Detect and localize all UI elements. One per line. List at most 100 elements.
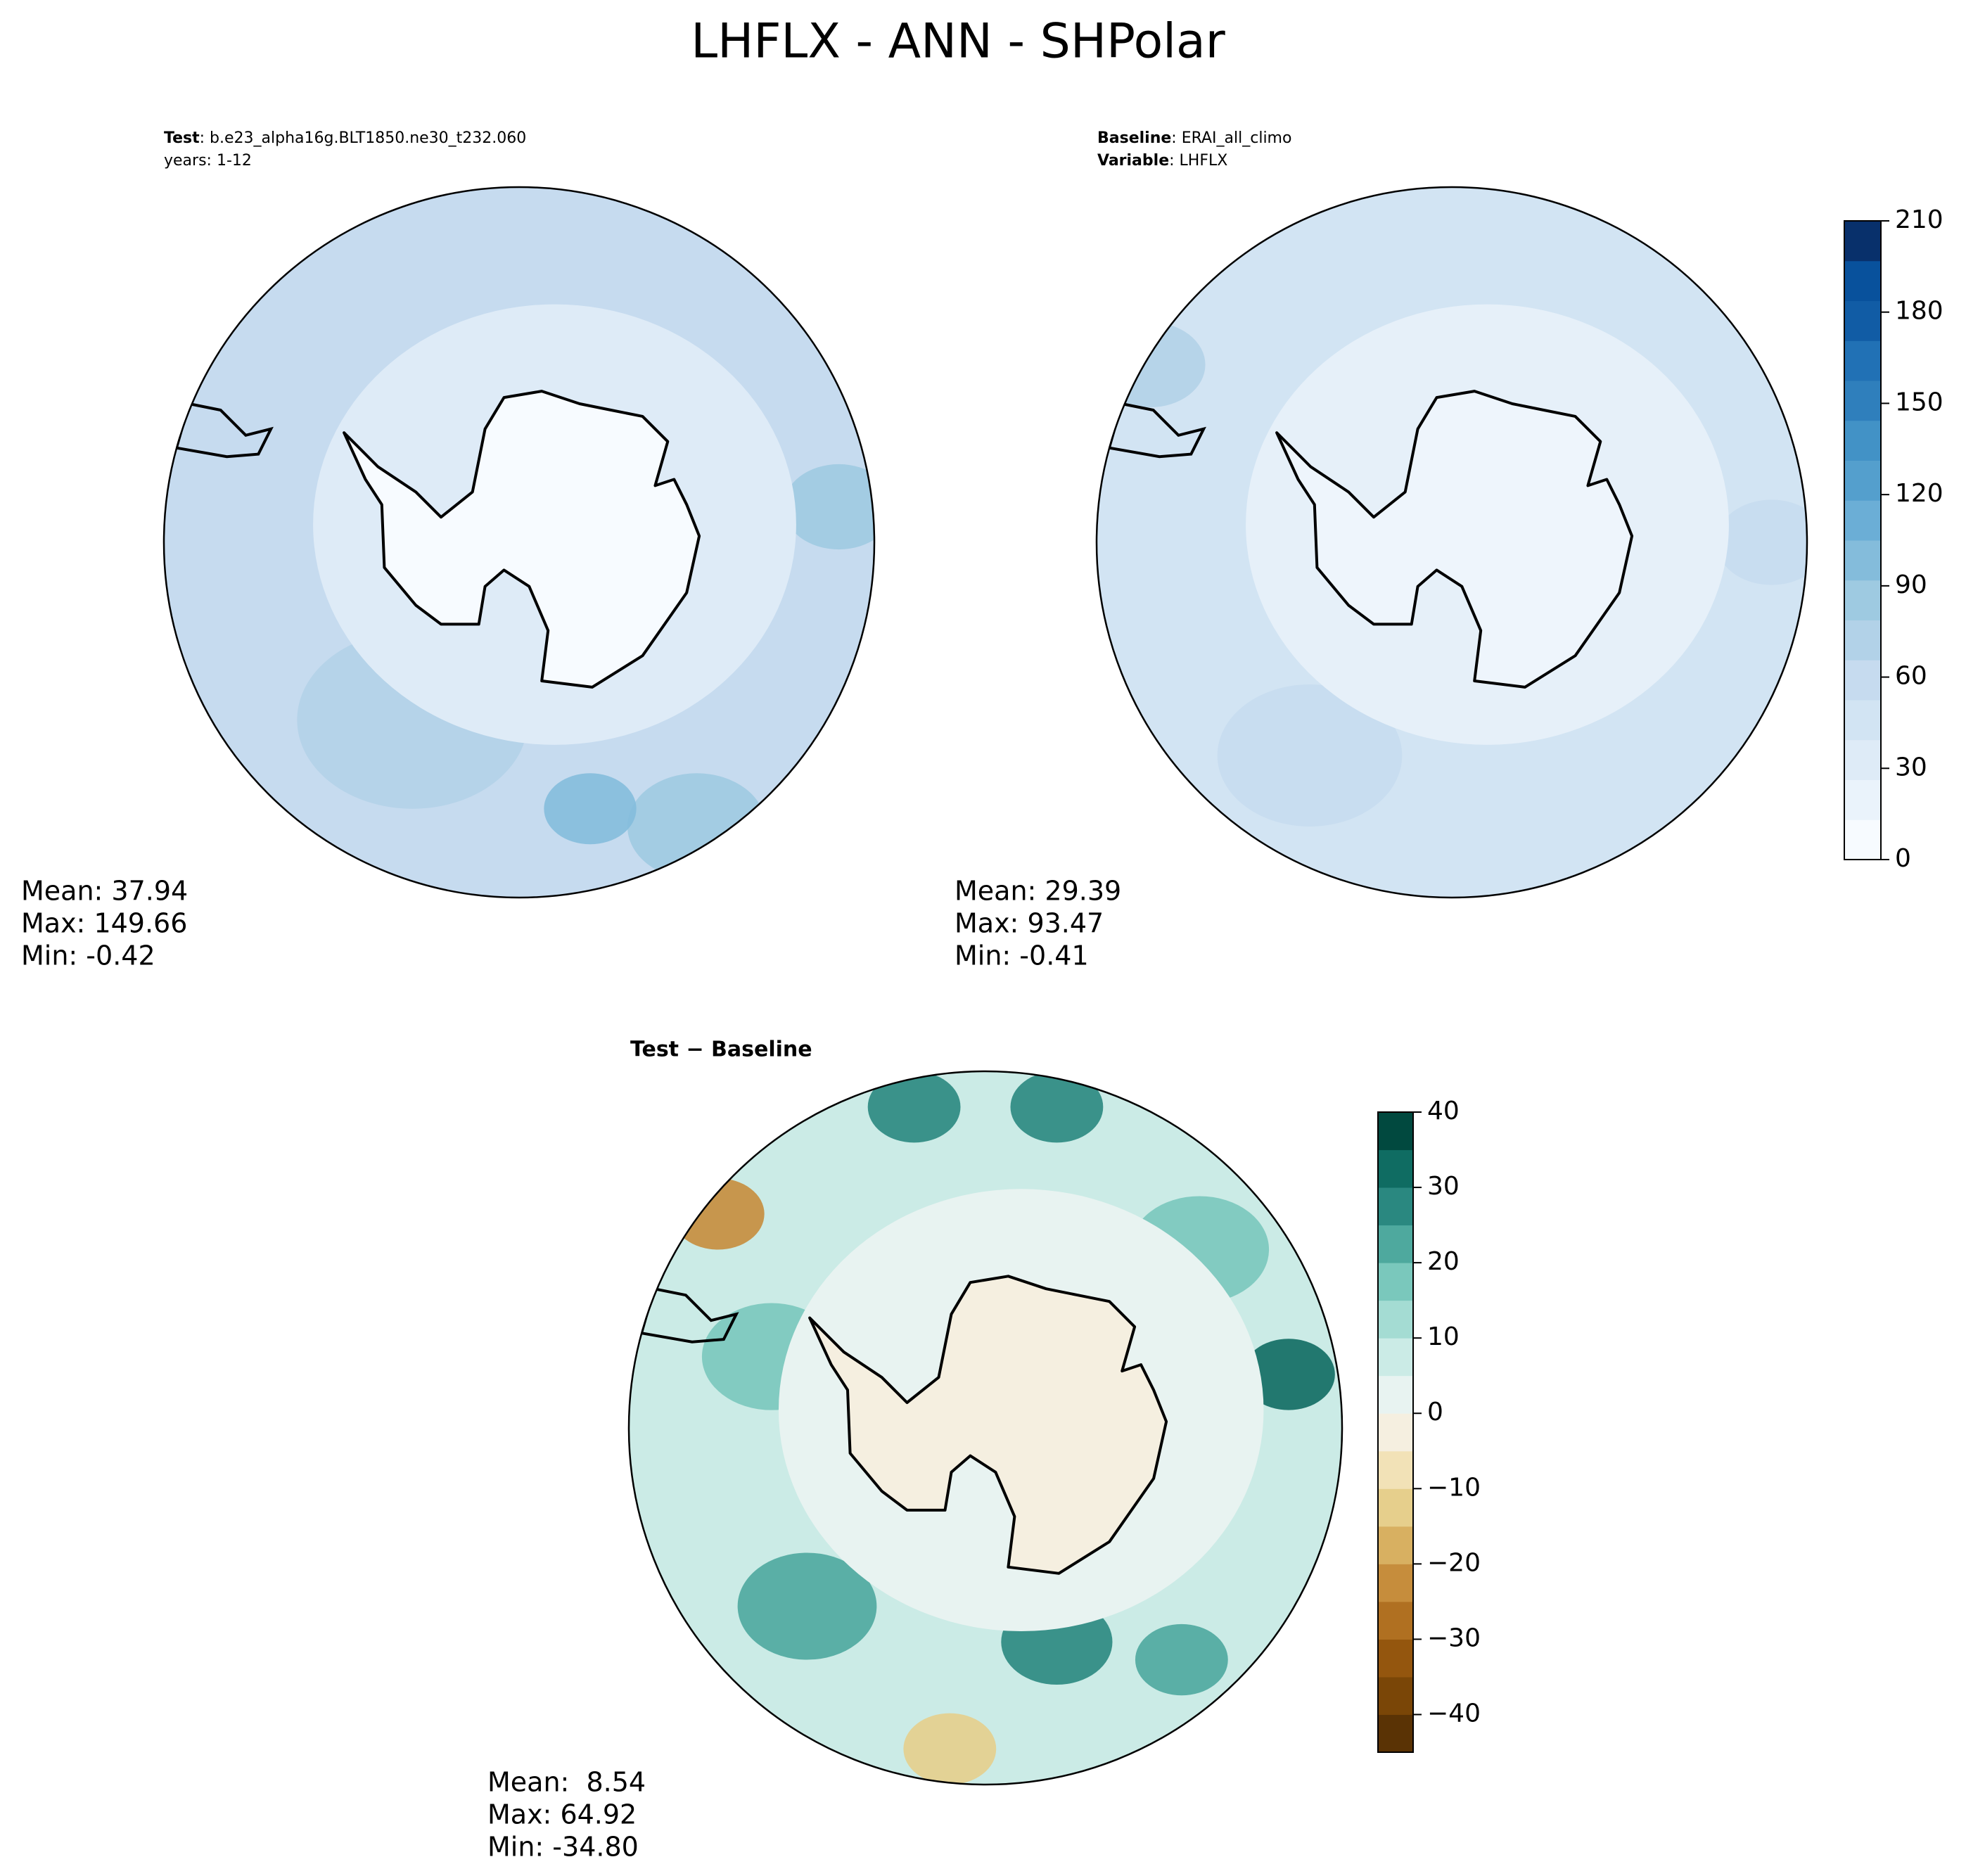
stat-text: Min: -0.41 — [955, 940, 1089, 971]
colorbar-band — [1378, 1488, 1413, 1527]
map-field-patch — [867, 1071, 961, 1143]
colorbar-band — [1378, 1676, 1413, 1715]
colorbar-tick-label: −40 — [1427, 1699, 1481, 1728]
colorbar-band — [1844, 420, 1881, 461]
stat-text: Mean: 29.39 — [955, 876, 1121, 907]
map-field-patch — [1716, 499, 1807, 585]
colorbar-band — [1378, 1564, 1413, 1602]
colorbar-tick-label: 10 — [1427, 1322, 1460, 1351]
map-field-inner — [810, 1276, 1167, 1574]
stat-text: Max: 93.47 — [955, 908, 1104, 939]
map — [1097, 187, 1807, 898]
map-field-inner — [1277, 391, 1633, 687]
colorbar-band — [1844, 660, 1881, 701]
colorbar-band — [1844, 460, 1881, 501]
colorbar-band — [1844, 540, 1881, 581]
colorbar-band — [1378, 1149, 1413, 1188]
coastline — [343, 390, 701, 689]
colorbar-tick-label: −20 — [1427, 1548, 1481, 1577]
label: Baseline — [1097, 129, 1171, 147]
colorbar-tick-label: −10 — [1427, 1473, 1481, 1502]
stat-text: Max: 64.92 — [487, 1799, 637, 1830]
map-border — [1095, 186, 1808, 899]
panel-label: Test: b.e23_alpha16g.BLT1850.ne30_t232.0… — [164, 129, 526, 147]
coastline — [808, 1275, 1168, 1575]
value: : LHFLX — [1169, 152, 1227, 170]
colorbar-band — [1844, 221, 1881, 262]
colorbar-band — [1844, 739, 1881, 780]
colorbar-band — [1844, 340, 1881, 381]
stat-text: Min: -34.80 — [487, 1832, 639, 1863]
colorbar-band — [1844, 700, 1881, 741]
colorbar-band — [1378, 1300, 1413, 1339]
map-field-patch — [1097, 321, 1206, 408]
colorbar-band — [1844, 580, 1881, 620]
map — [164, 187, 874, 898]
colorbar-band — [1378, 1375, 1413, 1414]
coastline — [1275, 390, 1634, 689]
colorbar-tick-label: 90 — [1895, 570, 1927, 599]
map-field-patch — [627, 773, 766, 880]
colorbar-band — [1378, 1714, 1413, 1753]
colorbar-frame — [1377, 1111, 1414, 1753]
colorbar-frame — [1844, 220, 1882, 860]
colorbar-band — [1844, 819, 1881, 860]
colorbar-band — [1378, 1413, 1413, 1452]
colorbar-tick-label: 0 — [1895, 844, 1911, 873]
label: Variable — [1097, 152, 1169, 170]
colorbar-tick-label: 210 — [1895, 205, 1943, 234]
colorbar-tick-label: 150 — [1895, 388, 1943, 416]
panel-label: Test − Baseline — [630, 1038, 812, 1062]
colorbar-tick-label: 30 — [1427, 1172, 1460, 1201]
colorbar-band — [1378, 1263, 1413, 1301]
colorbar-tick-label: −30 — [1427, 1623, 1481, 1652]
colorbar-tick-label: 120 — [1895, 479, 1943, 508]
map-field-patch — [737, 1552, 877, 1660]
map-border — [162, 186, 876, 899]
stat-text: Mean: 37.94 — [21, 876, 188, 907]
map-field-patch — [1135, 1623, 1228, 1696]
stat-text: Mean: 8.54 — [487, 1767, 646, 1798]
map-border — [627, 1070, 1343, 1786]
colorbar-band — [1378, 1225, 1413, 1263]
colorbar-band — [1378, 1639, 1413, 1678]
colorbar-tick-label: 0 — [1427, 1398, 1443, 1427]
colorbar-band — [1378, 1112, 1413, 1151]
colorbar-band — [1844, 620, 1881, 661]
value: : b.e23_alpha16g.BLT1850.ne30_t232.060 — [200, 129, 527, 147]
map-field-patch — [783, 464, 874, 550]
colorbar-band — [1378, 1601, 1413, 1640]
colorbar-band — [1844, 500, 1881, 541]
colorbar-band — [1378, 1187, 1413, 1226]
coastline — [1107, 402, 1206, 459]
panel-label: Variable: LHFLX — [1097, 152, 1227, 170]
colorbar-tick-label: 40 — [1427, 1097, 1460, 1125]
colorbar-band — [1378, 1338, 1413, 1377]
value: : ERAI_all_climo — [1171, 129, 1291, 147]
colorbar-band — [1844, 381, 1881, 421]
map — [629, 1071, 1342, 1785]
map-field-patch — [544, 773, 637, 845]
map-field-patch — [1010, 1071, 1104, 1143]
colorbar-band — [1378, 1450, 1413, 1489]
stat-text: Max: 149.66 — [21, 908, 187, 939]
colorbar-tick-label: 30 — [1895, 753, 1927, 781]
stat-text: Min: -0.42 — [21, 940, 155, 971]
colorbar-tick-label: 180 — [1895, 297, 1943, 326]
coastline — [174, 402, 274, 459]
map-field-patch — [1217, 684, 1403, 827]
colorbar-band — [1844, 260, 1881, 301]
map-field-patch — [1242, 1339, 1335, 1410]
map-field-inner — [344, 391, 700, 687]
colorbar-tick-label: 20 — [1427, 1247, 1460, 1276]
map-field-patch — [671, 1178, 765, 1250]
label: Test — [164, 129, 200, 147]
panel-label: Baseline: ERAI_all_climo — [1097, 129, 1291, 147]
colorbar-band — [1378, 1526, 1413, 1564]
colorbar-band — [1844, 300, 1881, 341]
colorbar-band — [1844, 779, 1881, 820]
panel-sublabel: years: 1-12 — [164, 152, 252, 170]
map-field-patch — [903, 1713, 997, 1785]
